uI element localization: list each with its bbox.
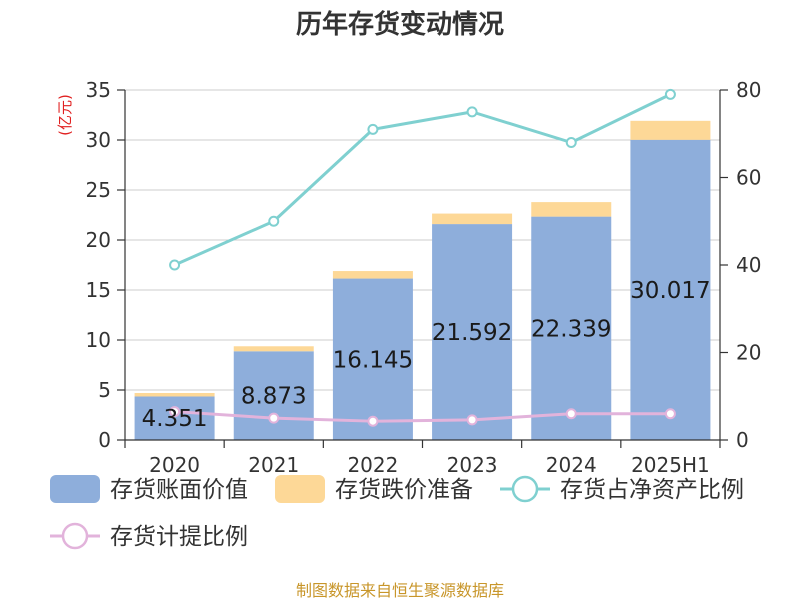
bar-value-label: 8.873 <box>241 384 307 410</box>
series-point-0 <box>367 123 379 135</box>
bar-provision <box>531 202 612 217</box>
lines-layer <box>169 88 676 427</box>
series-point-1 <box>268 412 280 424</box>
y-left-tick-label: 15 <box>86 278 111 302</box>
legend-item: 存货计提比例 <box>50 522 248 550</box>
y-left-tick-label: 30 <box>86 128 111 152</box>
y-left-tick-label: 25 <box>86 178 111 202</box>
bar-value-label: 4.351 <box>142 406 208 432</box>
y-left-unit-label: (亿元) <box>56 94 74 136</box>
x-tick-label: 2020 <box>149 453 200 477</box>
bar-book-value <box>432 224 513 440</box>
series-point-1 <box>466 414 478 426</box>
y-right-tick-label: 60 <box>736 166 761 190</box>
bar-book-value <box>134 396 215 440</box>
bar-book-value <box>630 139 711 440</box>
bar-provision <box>134 392 215 397</box>
bar-provision <box>332 271 413 279</box>
x-tick-label: 2021 <box>248 453 299 477</box>
bar-provision <box>432 213 513 225</box>
series-point-1 <box>169 406 181 418</box>
x-tick-label: 2024 <box>546 453 597 477</box>
legend-label: 存货账面价值 <box>110 477 248 503</box>
series-line-1 <box>174 410 671 423</box>
bar-book-value <box>531 216 612 440</box>
bar-provision <box>233 346 314 352</box>
legend-swatch <box>50 475 100 503</box>
y-left-tick-label: 20 <box>86 228 111 252</box>
legend-label: 存货跌价准备 <box>335 477 473 503</box>
legend-item: 存货账面价值 <box>50 475 248 503</box>
legend-marker <box>61 522 89 550</box>
legend-marker <box>511 475 539 503</box>
series-line-0 <box>173 93 672 267</box>
legend-item: 存货跌价准备 <box>275 475 473 503</box>
bar-value-label: 16.145 <box>333 347 413 373</box>
x-tick-label: 2022 <box>347 453 398 477</box>
source-note: 制图数据来自恒生聚源数据库 <box>296 581 504 600</box>
y-left-tick-label: 5 <box>98 378 111 402</box>
x-tick-label: 2023 <box>447 453 498 477</box>
chart-title: 历年存货变动情况 <box>296 9 504 40</box>
legend-item: 存货占净资产比例 <box>500 475 744 503</box>
series-point-1 <box>664 408 676 420</box>
bar-book-value <box>233 351 314 440</box>
y-right-tick-label: 80 <box>736 78 761 102</box>
legend-label: 存货计提比例 <box>110 524 248 550</box>
y-left-tick-label: 35 <box>86 78 111 102</box>
bar-provision <box>630 120 711 140</box>
series-point-0 <box>169 259 181 271</box>
y-right-tick-label: 0 <box>736 428 749 452</box>
series-point-1 <box>367 415 379 427</box>
y-left-tick-label: 10 <box>86 328 111 352</box>
bars-layer <box>134 120 711 440</box>
x-tick-label: 2025H1 <box>631 453 710 477</box>
bar-value-label: 22.339 <box>531 316 611 342</box>
y-left-tick-label: 0 <box>98 428 111 452</box>
y-right-tick-label: 20 <box>736 341 761 365</box>
bar-book-value <box>332 278 413 440</box>
series-point-0 <box>268 215 280 227</box>
series-point-1 <box>565 408 577 420</box>
legend-swatch <box>275 475 325 503</box>
series-point-0 <box>565 137 577 148</box>
y-right-tick-label: 40 <box>736 253 761 277</box>
series-point-0 <box>664 88 676 100</box>
series-point-0 <box>466 106 478 118</box>
bar-value-label: 30.017 <box>630 278 710 304</box>
legend-label: 存货占净资产比例 <box>560 477 744 503</box>
axes-layer: 0 5 10 15 20 25 30 35 0 20 40 60 80 2020 2021 2022 2023 2… <box>86 78 762 477</box>
grid-layer <box>125 89 720 391</box>
bar-value-label: 21.592 <box>432 320 512 346</box>
bar-labels-layer: 4.351 8.873 16.145 21.592 22.339 30.017 <box>142 278 711 432</box>
